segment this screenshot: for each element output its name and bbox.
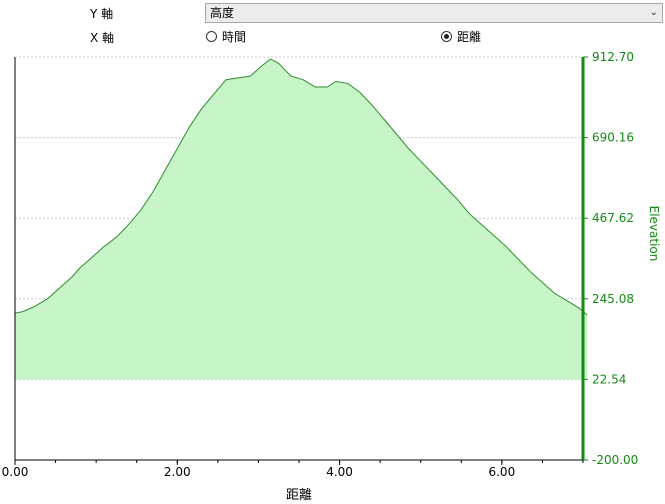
- elevation-area: [15, 59, 588, 380]
- radio-distance-icon[interactable]: [441, 31, 452, 42]
- y-axis-label: Y 軸: [90, 7, 114, 21]
- x-axis-label: X 軸: [90, 31, 115, 45]
- x-axis-label: 距離: [286, 488, 312, 503]
- y-tick-label: -200.00: [592, 453, 638, 467]
- y-axis-select-value: 高度: [210, 6, 235, 20]
- y-axis-select[interactable]: 高度 ⌄: [205, 3, 663, 23]
- x-tick-label: 4.00: [326, 465, 353, 479]
- y-tick-label: 467.62: [592, 211, 634, 225]
- y-tick-label: 245.08: [592, 292, 634, 306]
- radio-time-icon[interactable]: [206, 31, 217, 42]
- x-tick-label: 6.00: [488, 465, 515, 479]
- x-axis-option-distance[interactable]: 距離: [441, 28, 481, 45]
- y-tick-label: 912.70: [592, 50, 634, 64]
- elevation-line: [14, 58, 588, 316]
- x-tick-label: 2.00: [164, 465, 191, 479]
- chevron-down-icon: ⌄: [649, 7, 658, 18]
- x-axis-option-time-label: 時間: [222, 30, 247, 44]
- x-axis-option-distance-label: 距離: [457, 30, 482, 44]
- x-tick-label: 0.00: [2, 465, 29, 479]
- y-tick-label: 690.16: [592, 131, 634, 145]
- y-tick-label: 22.54: [592, 372, 626, 386]
- y-axis-label: Elevation: [647, 206, 661, 262]
- x-axis-option-time[interactable]: 時間: [206, 28, 246, 45]
